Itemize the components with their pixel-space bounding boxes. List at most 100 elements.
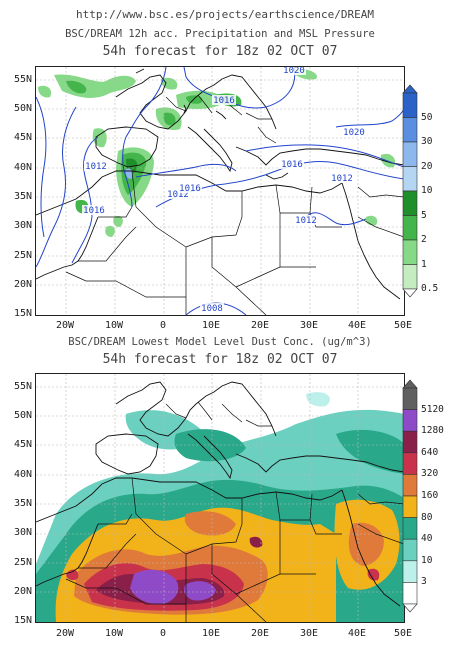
lat-label-top: 30N: [13, 220, 32, 231]
colorbar-label: 160: [421, 490, 439, 501]
lon-label-top: 20E: [250, 320, 270, 331]
colorbar-top-arrow: [402, 379, 418, 389]
colorbar-top-arrow: [402, 84, 418, 94]
colorbar-swatch: [402, 141, 418, 167]
isobar-label-bg: [200, 303, 224, 313]
colorbar-label: 640: [421, 446, 439, 458]
isobar-label: 1012: [331, 174, 353, 184]
colorbar-swatch: [402, 239, 418, 265]
colorbar-swatch: [402, 92, 418, 118]
colorbar-swatch: [402, 166, 418, 192]
colorbar-label: 3: [421, 576, 427, 588]
isobar-label-bg: [282, 67, 306, 75]
source-url[interactable]: http://www.bsc.es/projects/earthscience/…: [75, 8, 374, 21]
lat-label-top: 35N: [13, 191, 32, 202]
lon-label-bottom: 20E: [250, 628, 270, 639]
lat-label-bottom: 25N: [13, 557, 32, 568]
lon-label-bottom: 10W: [104, 628, 124, 639]
colorbar-swatch: [402, 387, 418, 410]
lat-label-bottom: 55N: [13, 381, 32, 392]
lon-label-top: 10E: [201, 320, 221, 331]
top-map-subtitle: 54h forecast for 18z 02 OCT 07: [102, 44, 338, 59]
isobar-label: 1012: [85, 162, 107, 172]
colorbar-swatch: [402, 582, 418, 605]
dust-concentration-map: [35, 373, 405, 623]
isobar-label-bg: [330, 173, 354, 183]
colorbar-label: 5: [421, 209, 427, 221]
lat-label-bottom: 35N: [13, 498, 32, 509]
lon-label-top: 10W: [104, 320, 124, 331]
isobar-label: 1016: [213, 96, 235, 106]
colorbar-swatch: [402, 474, 418, 497]
colorbar-swatch: [402, 560, 418, 583]
coastlines: [36, 68, 404, 300]
colorbar-bottom-arrow: [402, 603, 418, 613]
lon-label-bottom: 40E: [347, 628, 367, 639]
colorbar-swatch: [402, 517, 418, 540]
isobar-label-bg: [294, 215, 318, 225]
colorbar-swatch: [402, 452, 418, 475]
bottom-map-subtitle: 54h forecast for 18z 02 OCT 07: [102, 352, 338, 367]
colorbar-swatch: [402, 430, 418, 454]
colorbar-swatch: [402, 264, 418, 290]
isobars: [36, 67, 404, 315]
lon-label-top: 30E: [299, 320, 319, 331]
colorbar-swatch: [402, 495, 418, 518]
isobar-label: 1016: [83, 206, 105, 216]
colorbar-swatch: [402, 409, 418, 432]
lon-label-top: 40E: [347, 320, 367, 331]
colorbar-swatch: [402, 538, 418, 562]
lat-label-bottom: 20N: [13, 586, 32, 597]
country-borders: [65, 401, 404, 622]
bottom-map-title: BSC/DREAM Lowest Model Level Dust Conc. …: [68, 336, 372, 348]
dust-fields: [36, 392, 404, 622]
lat-label-top: 15N: [13, 308, 32, 319]
lat-label-top: 55N: [13, 74, 32, 85]
lon-label-bottom: 20W: [55, 628, 75, 639]
lat-label-bottom: 30N: [13, 527, 32, 538]
isobar-label-bg: [342, 127, 366, 137]
lat-label-top: 25N: [13, 250, 32, 261]
lat-label-bottom: 40N: [13, 469, 32, 480]
colorbar-label: 1: [421, 258, 427, 270]
isobar-label: 1016: [179, 184, 201, 194]
country-borders: [65, 94, 404, 315]
isobar-label: 1012: [295, 216, 317, 226]
lat-label-bottom: 15N: [13, 615, 32, 626]
dust-colorbar: 5120 1280 640 320 160 80 40 10 3: [402, 379, 444, 613]
isobar-label: 1016: [281, 160, 303, 170]
lat-label-bottom: 50N: [13, 410, 32, 421]
colorbar-swatch: [402, 117, 418, 143]
colorbar-label: 0.5: [421, 283, 439, 294]
lon-label-bottom: 30E: [299, 628, 319, 639]
colorbar-label: 5120: [421, 403, 444, 415]
colorbar-label: 80: [421, 511, 433, 523]
top-map-title: BSC/DREAM 12h acc. Precipitation and MSL…: [65, 28, 375, 40]
isobar-label: 1008: [201, 304, 223, 314]
colorbar-swatch: [402, 190, 418, 216]
colorbar-bottom-arrow: [402, 288, 418, 298]
lon-label-top: 50E: [393, 320, 413, 331]
colorbar-label: 30: [421, 136, 433, 147]
colorbar-label: 10: [421, 185, 433, 196]
lat-label-top: 20N: [13, 279, 32, 290]
colorbar-label: 2: [421, 234, 427, 245]
precipitation-map: 1020 1016 1020 1012 1016 1016 1012 1012 1016 1012…: [35, 66, 405, 316]
colorbar-swatch: [402, 215, 418, 241]
lon-label-top: 0: [159, 320, 167, 331]
lat-label-top: 50N: [13, 103, 32, 114]
lon-label-bottom: 50E: [393, 628, 413, 639]
lat-label-bottom: 45N: [13, 439, 32, 450]
lat-label-top: 45N: [13, 132, 32, 143]
isobar-label-bg: [178, 183, 202, 193]
graticule: [36, 374, 404, 622]
colorbar-label: 320: [421, 468, 439, 480]
colorbar-label: 50: [421, 111, 433, 123]
isobar-label-bg: [212, 95, 236, 105]
isobar-label-bg: [166, 189, 190, 199]
isobar-label-bg: [280, 159, 304, 169]
lat-label-top: 40N: [13, 162, 32, 173]
lon-label-top: 20W: [55, 320, 75, 331]
isobar-label: 1020: [343, 128, 365, 138]
lon-label-bottom: 0: [159, 628, 167, 639]
